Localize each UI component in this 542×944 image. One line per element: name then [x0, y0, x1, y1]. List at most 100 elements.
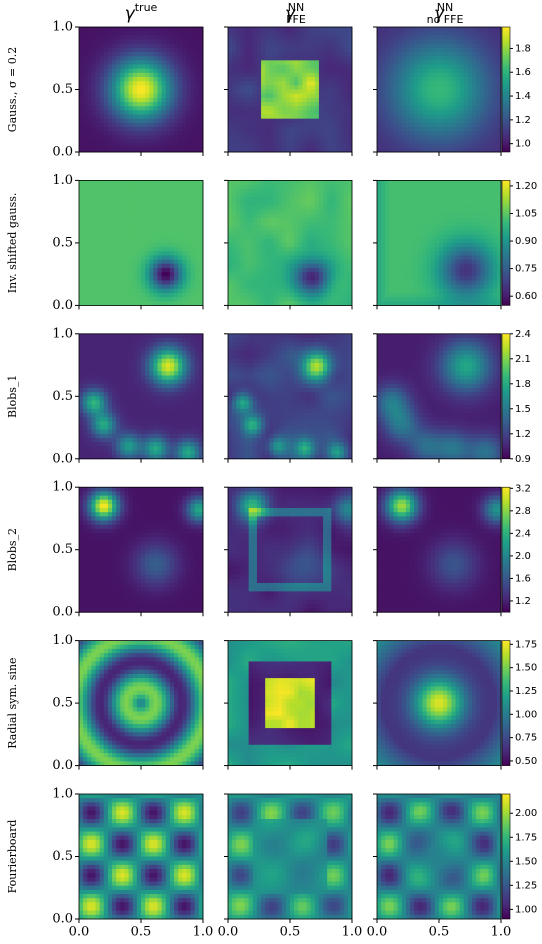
heatmap-cell — [285, 205, 291, 210]
heatmap-cell — [269, 242, 274, 248]
heatmap-cell — [141, 139, 146, 145]
heatmap-cell — [228, 143, 233, 149]
heatmap-cell — [228, 255, 233, 260]
heatmap-cell — [79, 297, 84, 302]
title-sup: NN — [437, 1, 453, 14]
heatmap-cell — [418, 263, 423, 269]
heatmap-cell — [157, 267, 163, 273]
heatmap-cell — [294, 242, 299, 248]
heatmap-cell — [314, 213, 320, 219]
heatmap-cell — [277, 72, 283, 78]
heatmap-cell — [290, 272, 295, 277]
heatmap-cell — [439, 31, 444, 36]
heatmap-cell — [418, 217, 423, 223]
heatmap-cell — [269, 39, 274, 45]
heatmap-cell — [149, 184, 154, 190]
heatmap-cell — [455, 47, 461, 53]
heatmap-cell — [132, 213, 138, 219]
heatmap-cell — [273, 301, 278, 306]
heatmap-cell — [165, 127, 171, 132]
heatmap-cell — [414, 226, 419, 231]
heatmap-cell — [128, 39, 134, 45]
heatmap-cell — [83, 135, 88, 140]
heatmap-cell — [290, 255, 295, 260]
heatmap-cell — [232, 97, 237, 103]
heatmap-cell — [145, 297, 150, 302]
heatmap-cell — [178, 267, 183, 273]
heatmap-cell — [240, 288, 245, 294]
heatmap-cell — [83, 47, 88, 53]
heatmap-cell — [141, 60, 146, 65]
heatmap-cell — [132, 89, 138, 95]
heatmap-cell — [232, 284, 237, 290]
heatmap-cell — [294, 97, 299, 103]
heatmap-cell — [290, 197, 295, 202]
heatmap-cell — [314, 81, 320, 86]
heatmap-cell — [248, 114, 254, 120]
heatmap-cell — [149, 127, 154, 132]
heatmap-cell — [290, 39, 295, 45]
heatmap-cell — [310, 201, 316, 206]
heatmap-cell — [244, 35, 250, 40]
heatmap-cell — [194, 114, 200, 120]
heatmap-cell — [331, 93, 336, 99]
heatmap-cell — [190, 292, 196, 298]
heatmap-cell — [145, 209, 150, 215]
heatmap-cell — [314, 238, 320, 244]
heatmap-cell — [492, 122, 498, 128]
heatmap-cell — [377, 201, 382, 206]
heatmap-cell — [418, 102, 423, 107]
heatmap-cell — [157, 114, 163, 120]
heatmap-cell — [393, 27, 399, 32]
heatmap-cell — [186, 35, 191, 40]
heatmap-cell — [455, 68, 461, 74]
heatmap-cell — [174, 263, 179, 269]
heatmap-cell — [381, 222, 386, 227]
heatmap-cell — [87, 68, 92, 74]
heatmap-cell — [198, 143, 204, 149]
heatmap-cell — [488, 114, 494, 120]
heatmap-cell — [323, 52, 328, 57]
heatmap-cell — [347, 85, 353, 90]
heatmap-cell — [136, 180, 142, 185]
heatmap-cell — [343, 35, 349, 40]
heatmap-cell — [91, 43, 96, 49]
heatmap-cell — [318, 201, 324, 206]
heatmap-cell — [480, 122, 485, 128]
heatmap-cell — [377, 102, 382, 107]
heatmap-cell — [252, 192, 258, 198]
heatmap-cell — [314, 39, 320, 45]
heatmap-cell — [236, 122, 241, 128]
heatmap-cell — [124, 297, 129, 302]
heatmap-cell — [281, 180, 287, 185]
heatmap-cell — [178, 102, 183, 107]
heatmap-cell — [240, 197, 245, 202]
heatmap-cell — [107, 110, 113, 115]
heatmap-cell — [186, 280, 191, 285]
heatmap-cell — [381, 205, 386, 210]
heatmap-cell — [439, 102, 444, 107]
heatmap-cell — [318, 110, 324, 115]
heatmap-cell — [463, 143, 469, 149]
heatmap-cell — [488, 110, 494, 115]
heatmap-cell — [190, 222, 196, 227]
heatmap-cell — [410, 135, 415, 140]
heatmap-cell — [128, 110, 134, 115]
heatmap-cell — [347, 242, 353, 248]
heatmap-cell — [439, 118, 444, 124]
heatmap-cell — [269, 68, 274, 74]
heatmap-cell — [310, 97, 316, 103]
heatmap-cell — [418, 276, 423, 281]
heatmap-cell — [410, 230, 415, 235]
heatmap-cell — [120, 188, 125, 194]
heatmap-cell — [99, 192, 105, 198]
heatmap-cell — [252, 288, 258, 294]
heatmap-cell — [381, 52, 386, 57]
heatmap-cell — [294, 251, 299, 256]
heatmap-cell — [136, 242, 142, 248]
heatmap-cell — [381, 31, 386, 36]
heatmap-cell — [157, 35, 163, 40]
heatmap-cell — [418, 39, 423, 45]
heatmap-cell — [331, 238, 336, 244]
heatmap-cell — [153, 280, 158, 285]
